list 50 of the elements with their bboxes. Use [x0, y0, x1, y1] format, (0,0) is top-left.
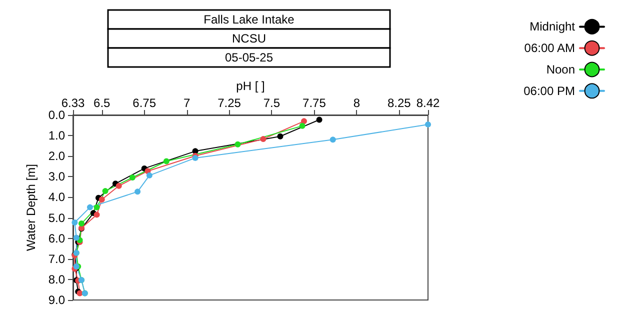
y-tick-label: 0.0	[48, 108, 66, 122]
x-tick-label: 8.25	[387, 96, 412, 110]
point	[98, 196, 105, 202]
x-tick-label: 7.75	[302, 96, 326, 110]
y-axis-title: Water Depth [m]	[24, 164, 38, 251]
x-axis-title: pH [ ]	[236, 79, 265, 94]
point	[94, 204, 100, 210]
x-tick-label: 8.42	[416, 96, 440, 110]
point	[78, 220, 84, 227]
point	[116, 182, 122, 189]
y-tick-label: 2.0	[48, 149, 66, 164]
point	[73, 234, 80, 241]
point	[134, 188, 141, 195]
x-tick-label: 8	[353, 96, 360, 110]
point	[163, 158, 170, 164]
x-tick-label: 6.33	[61, 96, 85, 110]
y-tick-label: 7.0	[48, 252, 66, 266]
legend-label: 06:00 PM	[524, 84, 575, 98]
point	[301, 118, 308, 124]
x-tick-label: 6.5	[94, 96, 111, 110]
point	[277, 133, 284, 140]
x-tick-label: 7	[183, 96, 190, 110]
point	[299, 122, 306, 129]
point	[86, 204, 93, 210]
text: 05-05-25	[224, 50, 274, 64]
y-tick-label: 4.0	[48, 190, 66, 204]
point	[234, 141, 241, 148]
point	[129, 174, 136, 180]
point	[146, 172, 152, 178]
x-tick-label: 7.5	[263, 96, 280, 110]
legend-label: Noon	[546, 62, 575, 76]
y-tick-label: 5.0	[48, 210, 66, 225]
legend-label: Midnight	[530, 20, 576, 34]
y-tick-label: 6.0	[48, 231, 66, 246]
y-tick-label: 8.0	[48, 272, 66, 286]
point	[72, 220, 78, 226]
x-tick-label: 6.75	[132, 96, 156, 110]
point	[260, 136, 266, 142]
point	[94, 212, 100, 218]
y-tick-label: 1.0	[48, 128, 66, 143]
y-tick-label: 3.0	[48, 170, 66, 184]
point	[330, 136, 336, 143]
chart-subtitle: NCSU	[232, 32, 266, 46]
x-tick-label: 7.25	[218, 96, 242, 110]
point	[102, 188, 108, 194]
point	[316, 116, 322, 123]
point	[425, 121, 431, 128]
chart-title: Falls Lake Intake	[204, 12, 295, 26]
legend-label: 06:00 AM	[524, 41, 575, 56]
y-tick-label: 9.0	[48, 293, 66, 307]
